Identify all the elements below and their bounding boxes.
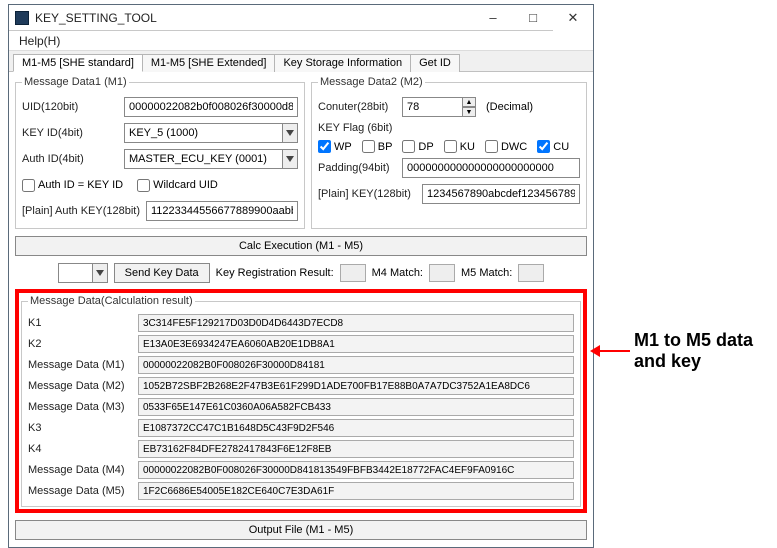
result-row: K1 3C314FE5F129217D03D0D4D6443D7ECD8	[28, 314, 574, 332]
keyid-value: KEY_5 (1000)	[124, 123, 282, 143]
legend-results: Message Data(Calculation result)	[28, 295, 195, 307]
uid-label: UID(120bit)	[22, 101, 120, 113]
tab-she-extended[interactable]: M1-M5 [SHE Extended]	[142, 54, 276, 72]
minimize-button[interactable]: –	[473, 5, 513, 31]
result-label: K4	[28, 443, 132, 455]
spinner-up-button[interactable]: ▲	[462, 97, 476, 107]
flag-ku[interactable]: KU	[444, 140, 475, 153]
result-value: 3C314FE5F129217D03D0D4D6443D7ECD8	[138, 314, 574, 332]
chevron-down-icon	[282, 123, 298, 143]
counter-unit: (Decimal)	[486, 101, 533, 113]
app-window: KEY_SETTING_TOOL – □ ✕ Help(H) M1-M5 [SH…	[8, 4, 594, 548]
result-value: E13A0E3E6934247EA6060AB20E1DB8A1	[138, 335, 574, 353]
result-value: 1052B72SBF2B268E2F47B3E61F299D1ADE700FB1…	[138, 377, 574, 395]
result-row: Message Data (M1) 00000022082B0F008026F30…	[28, 356, 574, 374]
flag-dwc[interactable]: DWC	[485, 140, 527, 153]
padding-input[interactable]	[402, 158, 580, 178]
result-value: 1F2C6686E54005E182CE640C7E3DA61F	[138, 482, 574, 500]
keyid-select[interactable]: KEY_5 (1000)	[124, 123, 298, 143]
padding-label: Padding(94bit)	[318, 162, 398, 174]
result-row: K2 E13A0E3E6934247EA6060AB20E1DB8A1	[28, 335, 574, 353]
result-label: Message Data (M3)	[28, 401, 132, 413]
counter-label: Conuter(28bit)	[318, 101, 398, 113]
fieldset-m2: Message Data2 (M2) Conuter(28bit) ▲ ▼ (D…	[311, 76, 587, 229]
result-row: Message Data (M5) 1F2C6686E54005E182CE640…	[28, 482, 574, 500]
annotation-line2: and key	[634, 351, 753, 372]
calc-button[interactable]: Calc Execution (M1 - M5)	[15, 236, 587, 256]
result-row: K4 EB73162F84DFE2782417843F6E12F8EB	[28, 440, 574, 458]
app-icon	[15, 11, 29, 25]
result-label: K2	[28, 338, 132, 350]
keyid-label: KEY ID(4bit)	[22, 127, 120, 139]
send-key-data-button[interactable]: Send Key Data	[114, 263, 210, 283]
titlebar: KEY_SETTING_TOOL – □ ✕	[9, 5, 593, 31]
annotation: M1 to M5 data and key	[600, 330, 753, 371]
uid-input[interactable]	[124, 97, 298, 117]
result-row: Message Data (M4) 00000022082B0F008026F30…	[28, 461, 574, 479]
spinner-down-button[interactable]: ▼	[462, 107, 476, 117]
output-file-button[interactable]: Output File (M1 - M5)	[15, 520, 587, 540]
result-label: Message Data (M5)	[28, 485, 132, 497]
result-label: Message Data (M2)	[28, 380, 132, 392]
authid-value: MASTER_ECU_KEY (0001)	[124, 149, 282, 169]
result-label: Message Data (M4)	[28, 464, 132, 476]
legend-m1: Message Data1 (M1)	[22, 76, 129, 88]
result-label: K3	[28, 422, 132, 434]
result-label: Message Data (M1)	[28, 359, 132, 371]
fieldset-results: Message Data(Calculation result) K1 3C314…	[21, 295, 581, 507]
counter-spinner[interactable]: ▲ ▼	[402, 97, 476, 117]
close-button[interactable]: ✕	[553, 5, 593, 31]
maximize-button[interactable]: □	[513, 5, 553, 31]
tabstrip: M1-M5 [SHE standard] M1-M5 [SHE Extended…	[9, 51, 593, 72]
result-value: EB73162F84DFE2782417843F6E12F8EB	[138, 440, 574, 458]
m5-match-label: M5 Match:	[461, 267, 512, 279]
legend-m2: Message Data2 (M2)	[318, 76, 425, 88]
plain-authkey-label: [Plain] Auth KEY(128bit)	[22, 205, 142, 217]
tab-get-id[interactable]: Get ID	[410, 54, 460, 72]
result-row: Message Data (M2) 1052B72SBF2B268E2F47B3E…	[28, 377, 574, 395]
m4-match-box	[429, 264, 455, 282]
chevron-down-icon	[92, 263, 108, 283]
result-value: 00000022082B0F008026F30000D84181	[138, 356, 574, 374]
tab-she-standard[interactable]: M1-M5 [SHE standard]	[13, 54, 143, 72]
tab-content: Message Data1 (M1) UID(120bit) KEY ID(4b…	[9, 72, 593, 547]
flag-label: KEY Flag (6bit)	[318, 122, 398, 134]
chevron-down-icon	[282, 149, 298, 169]
menubar: Help(H)	[9, 31, 593, 51]
counter-value[interactable]	[402, 97, 462, 117]
plain-authkey-input[interactable]	[146, 201, 298, 221]
result-row: Message Data (M3) 0533F65E147E61C0360A06A…	[28, 398, 574, 416]
reg-result-label: Key Registration Result:	[216, 267, 334, 279]
flag-dp[interactable]: DP	[402, 140, 433, 153]
arrow-icon	[600, 350, 630, 352]
flag-bp[interactable]: BP	[362, 140, 393, 153]
result-value: 00000022082B0F008026F30000D841813549FBFB…	[138, 461, 574, 479]
m4-match-label: M4 Match:	[372, 267, 423, 279]
menu-help[interactable]: Help(H)	[15, 34, 64, 48]
plain-key-label: [Plain] KEY(128bit)	[318, 188, 418, 200]
result-row: K3 E1087372CC47C1B1648D5C43F9D2F546	[28, 419, 574, 437]
result-value: E1087372CC47C1B1648D5C43F9D2F546	[138, 419, 574, 437]
result-value: 0533F65E147E61C0360A06A582FCB433	[138, 398, 574, 416]
annotation-line1: M1 to M5 data	[634, 330, 753, 351]
authid-label: Auth ID(4bit)	[22, 153, 120, 165]
reg-result-box	[340, 264, 366, 282]
fieldset-m1: Message Data1 (M1) UID(120bit) KEY ID(4b…	[15, 76, 305, 229]
tab-key-storage[interactable]: Key Storage Information	[274, 54, 411, 72]
authid-eq-checkbox[interactable]: Auth ID = KEY ID	[22, 179, 123, 192]
unknown-select[interactable]	[58, 263, 108, 283]
results-highlight: Message Data(Calculation result) K1 3C314…	[15, 289, 587, 513]
authid-select[interactable]: MASTER_ECU_KEY (0001)	[124, 149, 298, 169]
flag-cu[interactable]: CU	[537, 140, 569, 153]
result-label: K1	[28, 317, 132, 329]
flag-wp[interactable]: WP	[318, 140, 352, 153]
wildcard-uid-checkbox[interactable]: Wildcard UID	[137, 179, 218, 192]
m5-match-box	[518, 264, 544, 282]
plain-key-input[interactable]	[422, 184, 580, 204]
window-title: KEY_SETTING_TOOL	[35, 11, 157, 25]
